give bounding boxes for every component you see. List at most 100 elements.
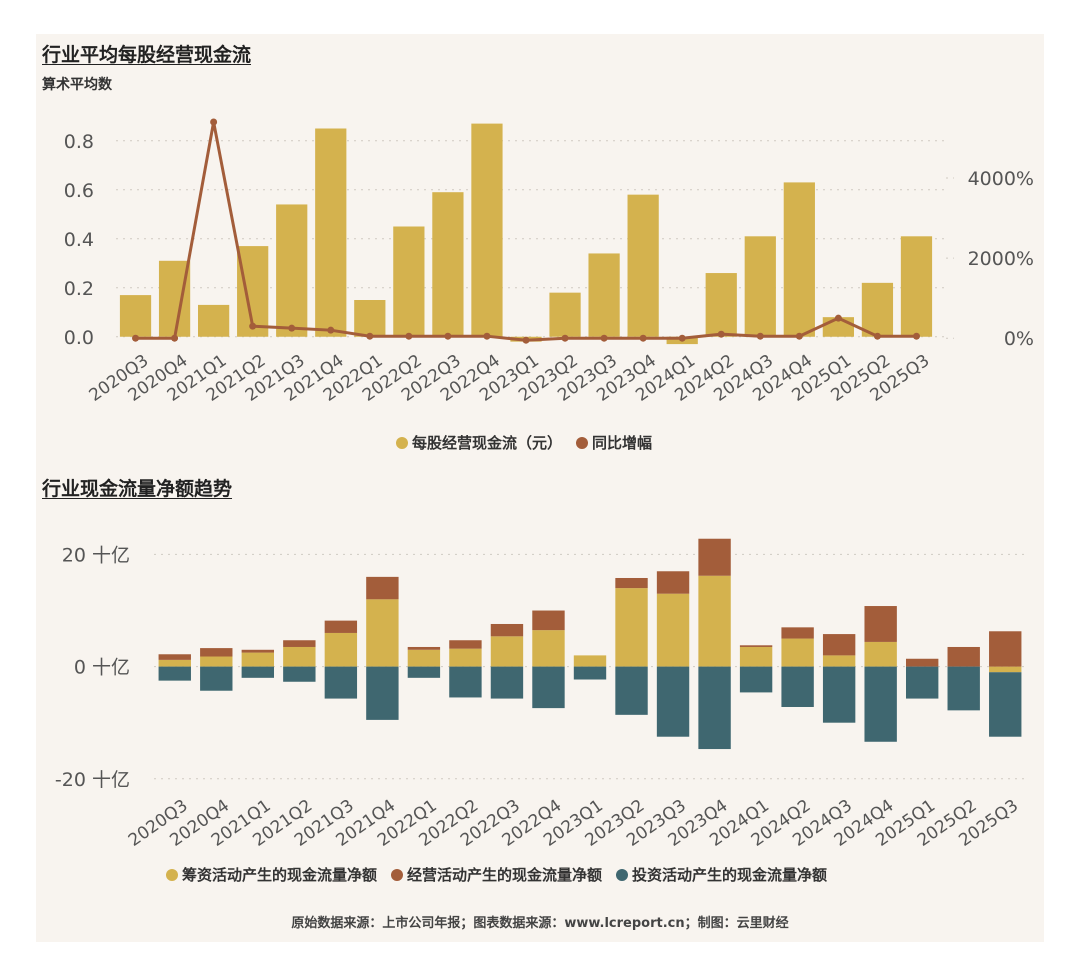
chart2-title: 行业现金流量净额趋势 [42, 478, 233, 500]
bar-financing [366, 599, 399, 667]
y2-tick-label: 4000% [968, 168, 1034, 190]
bar-operating [324, 620, 358, 633]
point-yoy [522, 336, 530, 344]
bar-investing [822, 666, 856, 723]
bar-operating [158, 654, 191, 660]
y-tick-label: 0.0 [64, 327, 94, 349]
bar-eps-cashflow [393, 226, 425, 337]
y2-tick-label: 2000% [968, 248, 1034, 270]
y-tick-label: 0.4 [64, 229, 94, 251]
legend-item-yoy: 同比增幅 [576, 432, 652, 453]
bar-eps-cashflow [198, 304, 230, 337]
bar-investing [490, 666, 524, 699]
bar-eps-cashflow [588, 253, 620, 337]
chart1-subtitle: 算术平均数 [42, 77, 112, 93]
point-yoy [600, 334, 608, 342]
point-yoy [171, 334, 179, 342]
y-tick-label: 20 十亿 [62, 544, 130, 566]
bar-investing [532, 666, 565, 709]
point-yoy [678, 334, 686, 342]
bar-investing [615, 666, 648, 715]
bar-eps-cashflow [861, 282, 894, 337]
bar-financing [283, 646, 316, 667]
legend-item-financing: 筹资活动产生的现金流量净额 [166, 864, 377, 885]
bar-financing [158, 659, 191, 667]
point-yoy [210, 118, 218, 126]
bar-operating [532, 610, 565, 631]
bar-operating [241, 649, 275, 653]
bar-financing [989, 666, 1022, 673]
bar-investing [407, 666, 441, 678]
bar-operating [366, 576, 399, 600]
y-tick-label: 0.2 [64, 278, 94, 300]
point-yoy [834, 314, 842, 322]
bar-eps-cashflow [705, 273, 737, 337]
point-yoy [756, 332, 764, 340]
legend-dot-teal [616, 868, 629, 881]
bar-financing [698, 575, 731, 667]
bar-financing [781, 638, 814, 667]
point-yoy [405, 332, 413, 340]
bar-financing [324, 632, 358, 667]
bar-financing [739, 646, 773, 667]
bar-investing [283, 666, 316, 682]
bar-investing [366, 666, 399, 720]
bar-investing [158, 666, 191, 681]
bar-financing [449, 648, 482, 667]
legend-item-eps-cashflow: 每股经营现金流（元） [396, 432, 562, 453]
point-yoy [444, 332, 452, 340]
bar-eps-cashflow [276, 204, 308, 337]
bar-eps-cashflow [549, 292, 581, 337]
point-yoy [717, 330, 725, 338]
point-yoy [912, 332, 920, 340]
y2-tick-label: 0% [1004, 328, 1034, 350]
bar-financing [241, 652, 275, 667]
bar-financing [532, 630, 565, 667]
y-tick-label: 0.6 [64, 180, 94, 202]
bar-operating [989, 631, 1022, 667]
bar-operating [822, 634, 856, 656]
chart1-title: 行业平均每股经营现金流 [42, 44, 252, 66]
legend-label-yoy: 同比增幅 [592, 434, 653, 452]
bar-investing [781, 666, 814, 707]
y-tick-label: 0.8 [64, 131, 94, 153]
legend-label-investing: 投资活动产生的现金流量净额 [632, 866, 828, 884]
y-tick-label: 0 十亿 [74, 657, 130, 679]
point-yoy [132, 334, 140, 342]
bar-financing [822, 655, 856, 667]
bar-eps-cashflow [432, 192, 464, 337]
bar-operating [947, 646, 980, 667]
point-yoy [483, 332, 491, 340]
bar-investing [739, 666, 773, 693]
bar-operating [656, 571, 690, 594]
bar-operating [283, 640, 316, 647]
point-yoy [366, 332, 374, 340]
bar-financing [656, 593, 690, 667]
bar-operating [781, 627, 814, 639]
bar-investing [200, 666, 233, 691]
point-yoy [873, 332, 881, 340]
bar-operating [698, 538, 731, 576]
bar-investing [449, 666, 482, 698]
legend-label-financing: 筹资活动产生的现金流量净额 [182, 866, 378, 884]
bar-investing [989, 672, 1022, 737]
bar-investing [698, 666, 731, 750]
chart-panel: 行业平均每股经营现金流 算术平均数 0.0 0.2 0.4 0.6 0.8 0% 2000%… [36, 34, 1044, 942]
bar-eps-cashflow [744, 236, 776, 337]
legend-dot-brown [391, 868, 404, 881]
bar-operating [905, 658, 939, 667]
chart1-svg: 0.00.20.40.60.80%2000%4000%2020Q32020Q42… [64, 118, 1034, 406]
bar-financing [864, 641, 897, 667]
point-yoy [795, 332, 803, 340]
legend-item-investing: 投资活动产生的现金流量净额 [616, 864, 827, 885]
bar-financing [573, 655, 607, 667]
legend-dot-gold [396, 436, 408, 449]
legend-dot-gold [166, 868, 178, 881]
bar-investing [241, 666, 275, 678]
chart1-legend: 每股经营现金流（元） 同比增幅 [396, 432, 666, 453]
bar-operating [490, 623, 524, 637]
y-tick-label: -20 十亿 [55, 769, 130, 791]
bar-eps-cashflow [119, 295, 152, 337]
bar-investing [947, 666, 980, 711]
bar-investing [324, 666, 358, 699]
